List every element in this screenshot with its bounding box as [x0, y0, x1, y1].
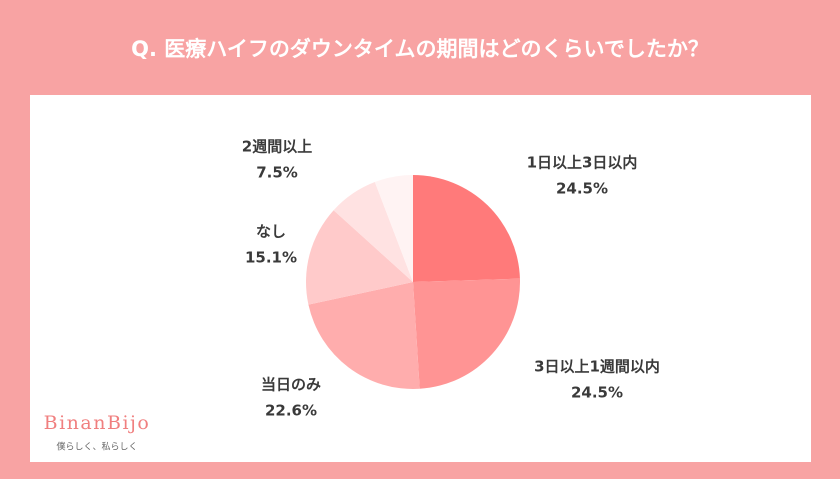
value-label: 15.1% [245, 249, 297, 267]
slice-label: 2週間以上 [242, 138, 312, 156]
value-label: 24.5% [571, 384, 623, 402]
pie-slice [413, 278, 520, 389]
chart-title: Q. 医療ハイフのダウンタイムの期間はどのくらいでしたか？ [131, 37, 709, 61]
logo-tagline: 僕らしく、私らしく [56, 441, 137, 453]
slice-label: なし [256, 223, 286, 241]
pie-slice [374, 175, 413, 282]
pie-slice [306, 210, 413, 305]
pie-slice [308, 282, 420, 389]
value-label: 22.6% [265, 402, 317, 420]
slice-label: 1日以上3日以内 [527, 154, 638, 172]
value-label: 24.5% [556, 180, 608, 198]
pie-slice [413, 175, 520, 282]
slice-label: 3日以上1週間以内 [534, 358, 660, 376]
pie-slice [333, 182, 413, 282]
logo-name: BinanBijo [44, 412, 151, 434]
value-label: 7.5% [256, 164, 298, 182]
slice-label: 当日のみ [261, 376, 321, 394]
